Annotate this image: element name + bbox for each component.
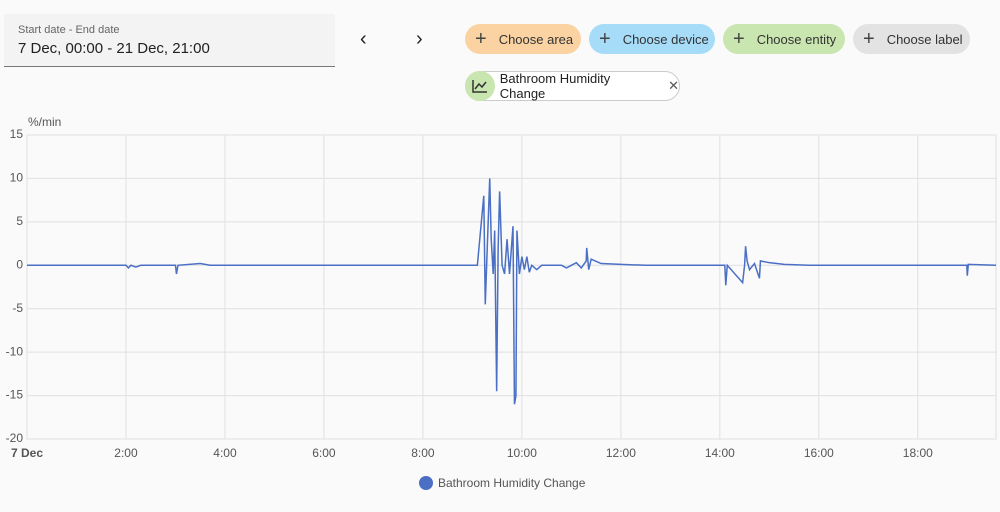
y-tick-label: -10 bbox=[6, 344, 24, 358]
choose-label[interactable]: + Choose label bbox=[853, 24, 970, 54]
legend-marker bbox=[419, 476, 433, 490]
x-tick-label: 4:00 bbox=[213, 446, 237, 460]
y-axis-label: %/min bbox=[28, 115, 61, 129]
x-tick-label: 6:00 bbox=[312, 446, 336, 460]
button-label: Choose entity bbox=[756, 31, 837, 47]
x-tick-label: 16:00 bbox=[804, 446, 834, 460]
prev-button[interactable]: ‹ bbox=[360, 28, 367, 50]
chip-icon bbox=[465, 70, 495, 101]
x-tick-label: 14:00 bbox=[705, 446, 735, 460]
button-label: Choose area bbox=[498, 31, 574, 47]
choose-entity[interactable]: + Choose entity bbox=[723, 24, 845, 54]
x-tick-label: 10:00 bbox=[507, 446, 537, 460]
x-tick-label: 2:00 bbox=[114, 446, 138, 460]
chip-remove[interactable]: ✕ bbox=[668, 78, 679, 93]
date-picker[interactable]: Start date - End date 7 Dec, 00:00 - 21 … bbox=[4, 14, 335, 67]
chip-label: Bathroom Humidity Change bbox=[499, 71, 611, 101]
y-tick-label: -5 bbox=[12, 301, 23, 315]
next-button[interactable]: › bbox=[416, 28, 423, 50]
entity-chip[interactable]: Bathroom Humidity Change ✕ bbox=[465, 70, 680, 101]
y-tick-label: 15 bbox=[10, 127, 24, 141]
x-tick-label: 7 Dec bbox=[11, 446, 43, 460]
choose-device[interactable]: + Choose device bbox=[589, 24, 715, 54]
choose-area[interactable]: + Choose area bbox=[465, 24, 581, 54]
date-value: 7 Dec, 00:00 - 21 Dec, 21:00 bbox=[18, 40, 210, 57]
y-tick-label: 5 bbox=[16, 214, 23, 228]
y-tick-label: -15 bbox=[6, 388, 24, 402]
y-tick-label: 0 bbox=[16, 257, 23, 271]
chart: %/min -20 -15 -10 -5 0 5 10 15 7 Dec 2:00 4:00 6:00… bbox=[6, 115, 997, 490]
date-label: Start date - End date bbox=[18, 24, 120, 36]
data-line bbox=[27, 178, 997, 405]
button-label: Choose label bbox=[886, 31, 963, 47]
x-tick-label: 18:00 bbox=[903, 446, 933, 460]
y-tick-label: 10 bbox=[10, 171, 24, 185]
x-tick-label: 12:00 bbox=[606, 446, 636, 460]
legend-label: Bathroom Humidity Change bbox=[438, 476, 586, 490]
y-tick-label: -20 bbox=[6, 431, 24, 445]
x-tick-label: 8:00 bbox=[411, 446, 435, 460]
button-label: Choose device bbox=[622, 31, 709, 47]
plot-border bbox=[26, 134, 997, 440]
